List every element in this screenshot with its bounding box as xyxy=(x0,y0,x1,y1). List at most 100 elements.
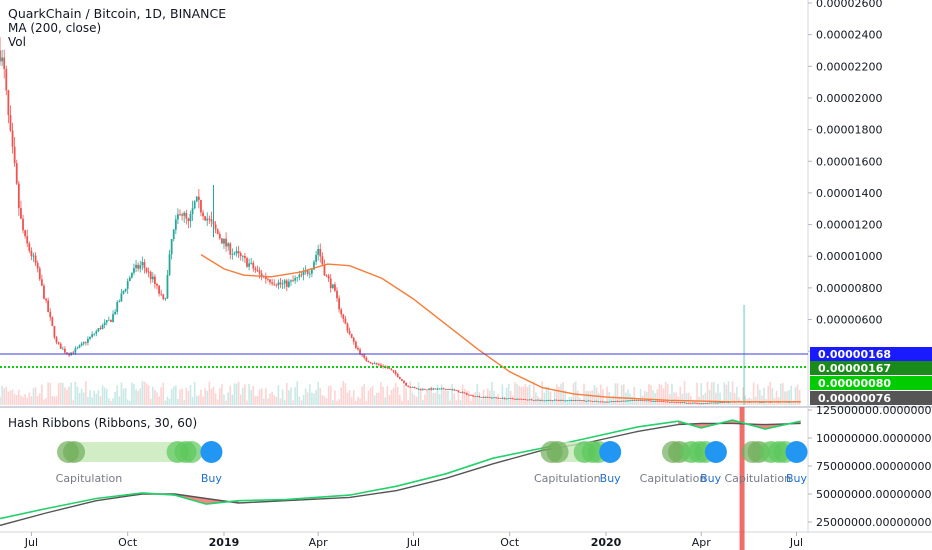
volume-bar xyxy=(524,383,527,405)
volume-bar xyxy=(541,381,543,405)
candle-body xyxy=(480,397,483,398)
candle-body xyxy=(438,388,441,390)
volume-bar xyxy=(371,385,374,405)
candle-body xyxy=(614,400,617,402)
volume-bar xyxy=(248,383,250,405)
candle-body xyxy=(216,229,219,234)
volume-bar xyxy=(687,392,690,405)
candle-body xyxy=(82,342,85,344)
candle-body xyxy=(202,212,204,217)
candle-body xyxy=(474,396,477,398)
volume-bars xyxy=(0,305,801,405)
candle-body xyxy=(537,399,539,401)
hash-ribbons-legend[interactable]: Hash Ribbons (Ribbons, 30, 60) xyxy=(8,416,198,430)
candle-body xyxy=(589,400,592,402)
volume-bar xyxy=(223,394,225,405)
volume-bar xyxy=(361,386,363,405)
candle-body xyxy=(432,388,435,390)
candle-body xyxy=(541,400,544,401)
volume-bar xyxy=(179,389,181,405)
symbol-title[interactable]: QuarkChain / Bitcoin, 1D, BINANCE xyxy=(8,6,227,21)
volume-bar xyxy=(172,386,175,405)
candle-body xyxy=(673,401,675,403)
volume-bar xyxy=(177,398,179,405)
candle-body xyxy=(505,398,508,400)
candle-body xyxy=(409,386,412,388)
candle-body xyxy=(451,389,454,391)
volume-bar xyxy=(187,390,190,405)
volume-bar xyxy=(15,395,18,405)
candle-body xyxy=(679,402,682,404)
candle-body xyxy=(189,213,192,222)
hash-ribbons-plot[interactable]: Capitulation Buy Capitulation Buy Capitulati… xyxy=(0,407,807,550)
volume-bar xyxy=(725,384,728,405)
volume-bar xyxy=(275,397,278,405)
volume-bar xyxy=(256,395,259,405)
candle-body xyxy=(220,238,223,244)
candle-body xyxy=(467,394,470,396)
candle-body xyxy=(553,399,556,401)
candle-body xyxy=(350,333,353,338)
candle-body xyxy=(99,328,102,330)
volume-bar xyxy=(105,388,108,405)
volume-bar xyxy=(558,386,560,405)
volume-bar xyxy=(643,390,646,405)
candle-body xyxy=(237,251,240,254)
candle-body xyxy=(177,214,179,220)
volume-bar xyxy=(235,383,238,405)
candle-body xyxy=(413,386,416,388)
volume-bar xyxy=(375,392,378,405)
candle-body xyxy=(214,224,217,230)
candle-body xyxy=(68,354,70,356)
volume-bar xyxy=(756,384,759,405)
candle-body xyxy=(308,273,311,275)
volume-bar xyxy=(715,392,717,405)
candle-body xyxy=(114,311,117,315)
ma-legend[interactable]: MA (200, close) xyxy=(8,21,102,35)
candle-body xyxy=(43,285,45,299)
candle-body xyxy=(338,298,341,310)
volume-bar xyxy=(158,396,160,405)
candle-body xyxy=(340,309,343,315)
price-plot[interactable] xyxy=(0,37,808,405)
volume-bar xyxy=(673,392,675,405)
candle-body xyxy=(5,69,8,91)
volume-bar xyxy=(283,400,286,405)
volume-bar xyxy=(411,392,414,405)
candle-body xyxy=(522,399,525,400)
capitulation-label: Capitulation xyxy=(534,472,601,485)
volume-bar xyxy=(114,391,116,405)
candle-body xyxy=(660,401,663,402)
volume-bar xyxy=(95,393,98,405)
volume-bar xyxy=(51,396,54,405)
volume-bar xyxy=(380,382,382,405)
volume-bar xyxy=(763,387,765,405)
candle-body xyxy=(172,229,175,240)
price-tag-label: 0.00000080 xyxy=(818,377,891,390)
volume-bar xyxy=(459,400,462,405)
volume-bar xyxy=(679,386,682,405)
candle-body xyxy=(595,400,598,402)
candle-body xyxy=(166,274,169,299)
volume-bar xyxy=(451,383,453,405)
volume-bar xyxy=(7,391,10,405)
volume-bar xyxy=(141,381,144,405)
volume-bar xyxy=(457,389,460,405)
volume-bar xyxy=(9,390,12,405)
candle-body xyxy=(101,325,104,330)
candle-body xyxy=(93,333,96,335)
volume-bar xyxy=(769,381,772,405)
candle-body xyxy=(170,239,173,255)
volume-legend[interactable]: Vol xyxy=(8,35,26,49)
volume-bar xyxy=(168,398,171,405)
volume-bar xyxy=(342,381,345,405)
candle-body xyxy=(0,50,1,62)
candle-body xyxy=(654,400,657,402)
candle-body xyxy=(139,265,142,269)
candle-body xyxy=(717,402,719,404)
candle-body xyxy=(714,402,717,404)
candle-body xyxy=(187,218,190,222)
candle-body xyxy=(204,216,207,221)
capitulation-label: Capitulation xyxy=(724,472,791,485)
